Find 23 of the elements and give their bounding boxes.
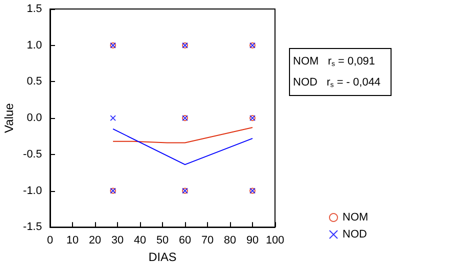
y-tick-label: 1.5 [26, 3, 42, 15]
x-tick-label: 80 [224, 234, 236, 247]
y-axis-title: Value [2, 102, 16, 133]
point [110, 115, 116, 122]
x-tick-label: 0 [46, 234, 54, 247]
x-tick-label: 20 [88, 234, 102, 247]
y-tick-label: 0.0 [26, 112, 42, 124]
legend-label: NOM [342, 212, 368, 224]
y-tick-label: 1.0 [26, 39, 42, 52]
y-tick-label: -1.0 [23, 184, 42, 197]
x-tick-label: 70 [201, 234, 214, 247]
legend-label: NOD [342, 228, 367, 240]
y-tick-label: 0.5 [26, 76, 42, 88]
x-tick-label: 60 [178, 234, 192, 247]
x-tick-label: 90 [246, 234, 259, 247]
x-tick-label: 10 [66, 234, 79, 247]
x-tick-label: 100 [266, 234, 284, 247]
x-axis-title: DIAS [148, 250, 177, 264]
x-tick-label: 50 [156, 234, 169, 247]
y-tick-label: -1.5 [23, 221, 42, 234]
x-tick-label: 30 [111, 234, 124, 247]
x-tick-label: 40 [134, 234, 146, 247]
y-tick-label: -0.5 [23, 148, 42, 160]
